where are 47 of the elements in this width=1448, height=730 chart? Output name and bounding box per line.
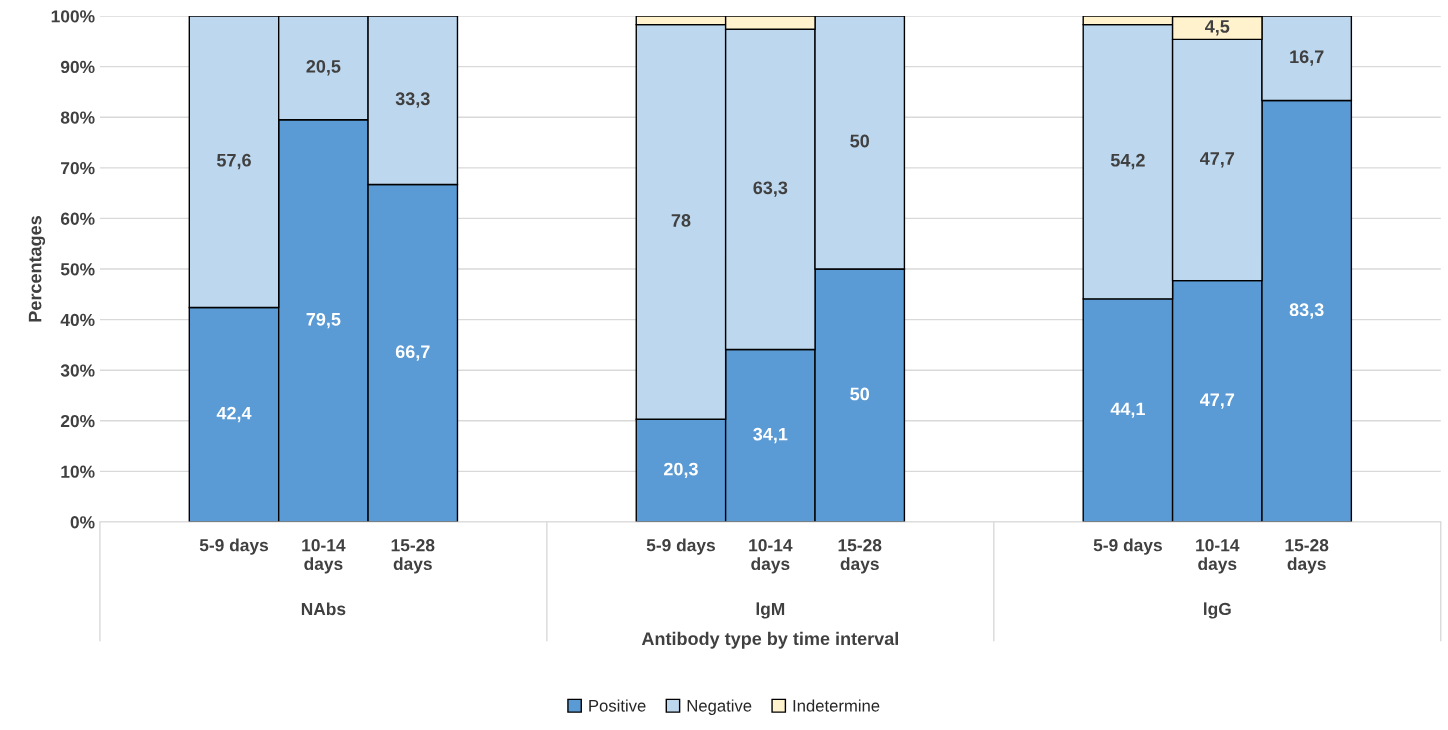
y-tick-label: 70%	[61, 161, 95, 175]
x-tick-label: 5-9 days	[646, 538, 715, 555]
y-axis-title: Percentages	[28, 216, 46, 322]
data-label: 20,3	[664, 462, 698, 479]
legend-label: Positive	[589, 699, 646, 712]
text: lgM	[756, 602, 785, 619]
data-label: 83,3	[1289, 303, 1324, 319]
data-label: 50	[850, 387, 870, 401]
y-tick-label: 20%	[60, 414, 95, 428]
x-tick-label: 10-14 days	[302, 539, 346, 574]
y-tick-label: 0%	[70, 516, 95, 529]
data-label: 42,4	[216, 406, 252, 423]
y-tick-label: 40%	[60, 313, 95, 327]
y-tick-label: 80%	[60, 111, 95, 124]
data-label: 50	[850, 134, 870, 148]
data-label: 34,1	[753, 427, 788, 444]
data-label: 47,7	[1199, 152, 1235, 168]
x-tick-label: 5-9 days	[1093, 538, 1162, 555]
data-label: 54,2	[1110, 153, 1145, 170]
y-tick-label: 50%	[60, 263, 95, 276]
x-tick-label: 15-28 days	[838, 539, 882, 574]
x-axis-title: Antibody type by time interval	[641, 631, 898, 649]
data-label: 78	[671, 214, 691, 227]
text: NAbs	[301, 602, 346, 616]
x-tick-label: 5-9 days	[199, 538, 269, 555]
x-tick-label: 15-28 days	[1285, 539, 1329, 574]
data-label: 44,1	[1110, 402, 1145, 418]
text: lgG	[1204, 602, 1231, 619]
data-label: 66,7	[395, 345, 430, 361]
y-tick-label: 90%	[60, 60, 95, 74]
y-tick-label: 60%	[60, 212, 95, 225]
data-label: 57,6	[216, 153, 251, 170]
data-label: 47,7	[1199, 393, 1235, 409]
y-tick-label: 100%	[51, 10, 95, 23]
y-tick-label: 30%	[60, 364, 95, 377]
x-tick-label: 15-28 days	[391, 539, 435, 574]
legend-label: Negative	[687, 699, 752, 715]
x-tick-label: 10-14 days	[749, 539, 793, 574]
data-label: 63,3	[753, 181, 788, 197]
x-tick-label: 10-14 days	[1196, 539, 1240, 574]
data-label: 4,5	[1205, 20, 1230, 36]
y-tick-label: 10%	[61, 465, 95, 478]
data-label: 33,3	[395, 92, 430, 108]
data-label: 16,7	[1290, 50, 1324, 66]
data-label: 20,5	[306, 59, 341, 76]
legend-label: Indetermine	[793, 699, 880, 712]
data-label: 79,5	[306, 312, 341, 329]
